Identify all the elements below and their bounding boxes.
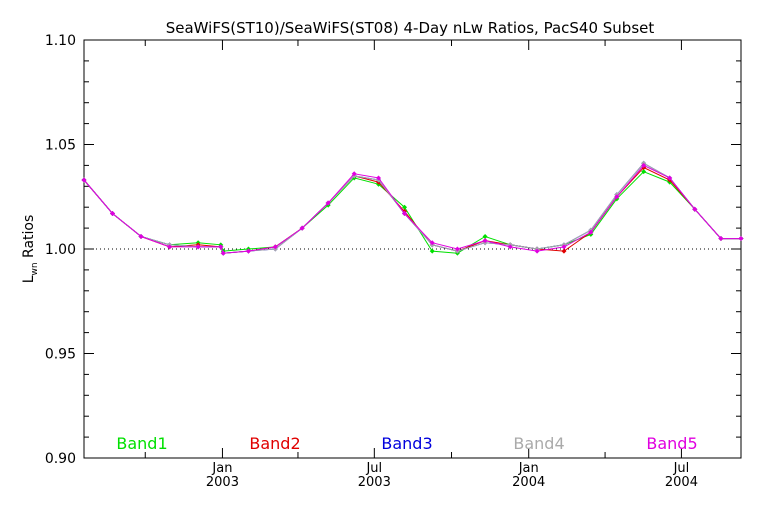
data-point — [376, 175, 382, 181]
series-band2 — [81, 164, 744, 256]
y-tick-label: 0.90 — [45, 451, 76, 467]
x-tick-month: Jul — [673, 461, 690, 476]
data-point — [641, 162, 647, 168]
y-axis: 0.90 0.95 1.00 1.05 1.10 — [45, 33, 741, 467]
y-tick-label: 1.10 — [45, 33, 76, 49]
x-tick-year: 2004 — [512, 475, 545, 490]
y-tick-label: 1.05 — [45, 138, 76, 154]
data-point — [561, 248, 567, 254]
data-point — [738, 236, 744, 242]
legend: Band1 Band2 Band3 Band4 Band5 — [116, 434, 697, 453]
legend-label-band3: Band3 — [381, 434, 432, 453]
data-point — [81, 177, 87, 183]
data-point — [641, 169, 647, 175]
series-line-band4 — [83, 162, 741, 254]
data-point — [110, 210, 116, 216]
x-tick-month: Jan — [518, 461, 539, 476]
y-tick-label: 1.00 — [45, 242, 76, 258]
data-point — [429, 240, 435, 246]
y-axis-label: Lwn Ratios — [21, 215, 40, 284]
series-line-band2 — [83, 166, 741, 254]
legend-label-band1: Band1 — [116, 434, 167, 453]
series-band1 — [81, 169, 744, 256]
data-point — [272, 244, 278, 250]
series-line-band1 — [83, 171, 741, 254]
data-point — [218, 244, 224, 250]
legend-label-band4: Band4 — [513, 434, 564, 453]
x-tick-year: 2003 — [206, 475, 239, 490]
series-band5 — [81, 162, 744, 256]
data-point — [245, 248, 251, 254]
y-axis-label-main: L — [21, 275, 37, 283]
data-point — [402, 204, 408, 210]
y-tick-label: 0.95 — [45, 347, 76, 363]
y-axis-label-subscript: wn — [30, 262, 40, 275]
data-point — [402, 210, 408, 216]
data-point — [299, 225, 305, 231]
series-band4 — [81, 160, 744, 256]
data-point — [220, 250, 226, 256]
series-line-band5 — [83, 164, 741, 254]
y-axis-label-rest: Ratios — [21, 215, 37, 263]
series-line-band3 — [83, 162, 741, 254]
data-point — [692, 206, 698, 212]
data-point — [454, 246, 460, 252]
x-tick-month: Jul — [365, 461, 382, 476]
data-point — [534, 248, 540, 254]
data-point — [429, 248, 435, 254]
x-tick-year: 2003 — [358, 475, 391, 490]
data-point — [325, 200, 331, 206]
chart-title: SeaWiFS(ST10)/SeaWiFS(ST08) 4-Day nLw Ra… — [166, 19, 655, 37]
legend-label-band5: Band5 — [646, 434, 697, 453]
data-point — [507, 244, 513, 250]
data-point — [195, 244, 201, 250]
x-tick-year: 2004 — [665, 475, 698, 490]
x-tick-month: Jan — [211, 461, 232, 476]
data-point — [718, 236, 724, 242]
series-band3 — [81, 160, 744, 256]
data-point — [482, 233, 488, 239]
legend-label-band2: Band2 — [249, 434, 300, 453]
series-layer — [81, 160, 744, 256]
data-point — [138, 233, 144, 239]
data-point — [667, 175, 673, 181]
data-point — [167, 244, 173, 250]
data-point — [482, 238, 488, 244]
data-point — [351, 171, 357, 177]
data-point — [561, 244, 567, 250]
data-point — [588, 229, 594, 235]
data-point — [614, 194, 620, 200]
